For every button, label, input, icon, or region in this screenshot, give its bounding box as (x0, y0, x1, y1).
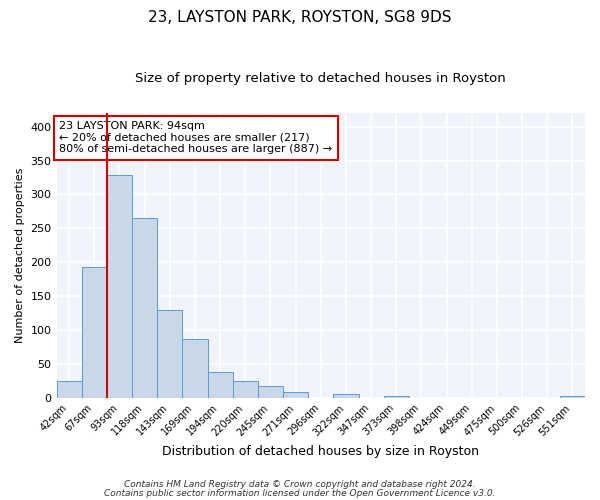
Bar (233, 381, 258, 398)
Bar (132, 218, 157, 398)
Bar (182, 340, 208, 398)
Bar (157, 310, 182, 398)
Bar (283, 392, 308, 398)
Bar (383, 396, 409, 398)
Bar (258, 386, 283, 398)
Bar (560, 396, 585, 398)
Text: 23 LAYSTON PARK: 94sqm
← 20% of detached houses are smaller (217)
80% of semi-de: 23 LAYSTON PARK: 94sqm ← 20% of detached… (59, 121, 332, 154)
Y-axis label: Number of detached properties: Number of detached properties (15, 168, 25, 343)
Bar (107, 174, 132, 398)
Bar (56, 381, 82, 398)
Title: Size of property relative to detached houses in Royston: Size of property relative to detached ho… (136, 72, 506, 86)
Bar (334, 394, 359, 398)
Text: Contains HM Land Registry data © Crown copyright and database right 2024.: Contains HM Land Registry data © Crown c… (124, 480, 476, 489)
Bar (208, 372, 233, 398)
Text: 23, LAYSTON PARK, ROYSTON, SG8 9DS: 23, LAYSTON PARK, ROYSTON, SG8 9DS (148, 10, 452, 25)
Bar (82, 267, 107, 398)
X-axis label: Distribution of detached houses by size in Royston: Distribution of detached houses by size … (162, 444, 479, 458)
Text: Contains public sector information licensed under the Open Government Licence v3: Contains public sector information licen… (104, 490, 496, 498)
